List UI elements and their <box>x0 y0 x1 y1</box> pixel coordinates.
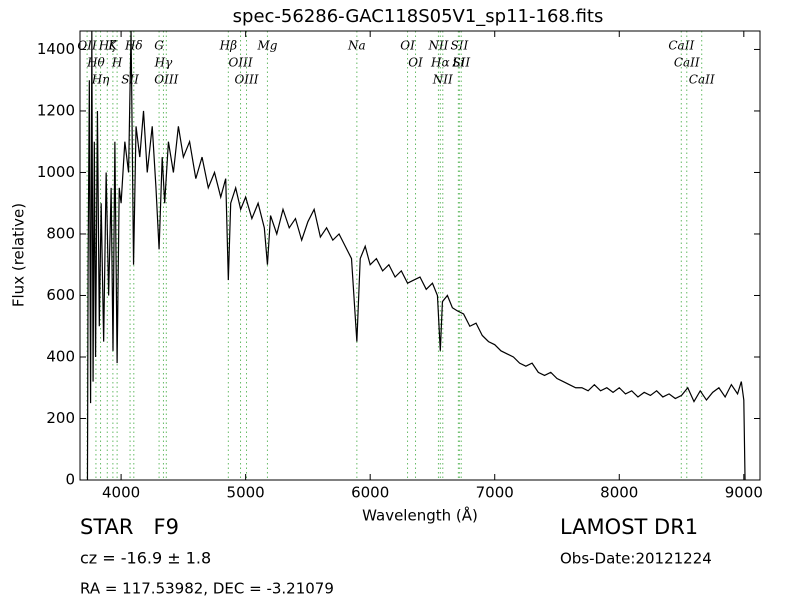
y-tick-label: 0 <box>65 471 75 489</box>
line-label: SII <box>451 39 469 53</box>
line-label: OI <box>400 39 415 53</box>
line-label: OIII <box>234 73 258 87</box>
obs-date: Obs-Date:20121224 <box>560 550 712 568</box>
y-tick-label: 200 <box>46 409 75 427</box>
x-tick-label: 9000 <box>725 484 763 502</box>
coordinates: RA = 117.53982, DEC = -3.21079 <box>80 580 334 598</box>
x-tick-label: 8000 <box>600 484 638 502</box>
line-label: OI <box>408 56 423 70</box>
line-label: Hθ <box>86 56 105 70</box>
survey-name: LAMOST DR1 <box>560 515 698 539</box>
y-tick-label: 400 <box>46 347 75 365</box>
line-label: K <box>107 39 118 53</box>
line-label: Hη <box>91 73 110 87</box>
line-label: NII <box>432 73 453 87</box>
y-tick-label: 600 <box>46 286 75 304</box>
line-label: Hα <box>430 56 450 70</box>
y-tick-label: 800 <box>46 224 75 242</box>
line-label: G <box>154 39 164 53</box>
line-label: Hγ <box>154 56 173 70</box>
x-axis-label: Wavelength (Å) <box>362 506 478 525</box>
line-label: CaII <box>668 39 694 53</box>
x-tick-label: 6000 <box>351 484 389 502</box>
line-label: H <box>111 56 123 70</box>
line-label: NII <box>427 39 448 53</box>
y-tick-label: 1000 <box>37 163 75 181</box>
line-label: Hδ <box>124 39 143 53</box>
x-tick-label: 5000 <box>227 484 265 502</box>
line-label: Na <box>347 39 366 53</box>
line-label: CaII <box>674 56 700 70</box>
x-tick-label: 7000 <box>476 484 514 502</box>
line-label: Hβ <box>219 39 237 53</box>
line-label: Mg <box>256 39 277 53</box>
y-tick-label: 1400 <box>37 40 75 58</box>
object-class: STAR F9 <box>80 515 179 539</box>
line-label: SII <box>452 56 470 70</box>
line-label: OIII <box>229 56 253 70</box>
line-label: CaII <box>689 73 715 87</box>
redshift: cz = -16.9 ± 1.8 <box>80 549 211 568</box>
chart-title: spec-56286-GAC118S05V1_sp11-168.fits <box>233 6 604 27</box>
spectrum-line <box>86 31 746 480</box>
x-tick-label: 4000 <box>102 484 140 502</box>
plot-frame <box>79 30 761 481</box>
line-label: OIII <box>154 73 178 87</box>
y-tick-label: 1200 <box>37 101 75 119</box>
y-axis-label: Flux (relative) <box>10 203 28 307</box>
